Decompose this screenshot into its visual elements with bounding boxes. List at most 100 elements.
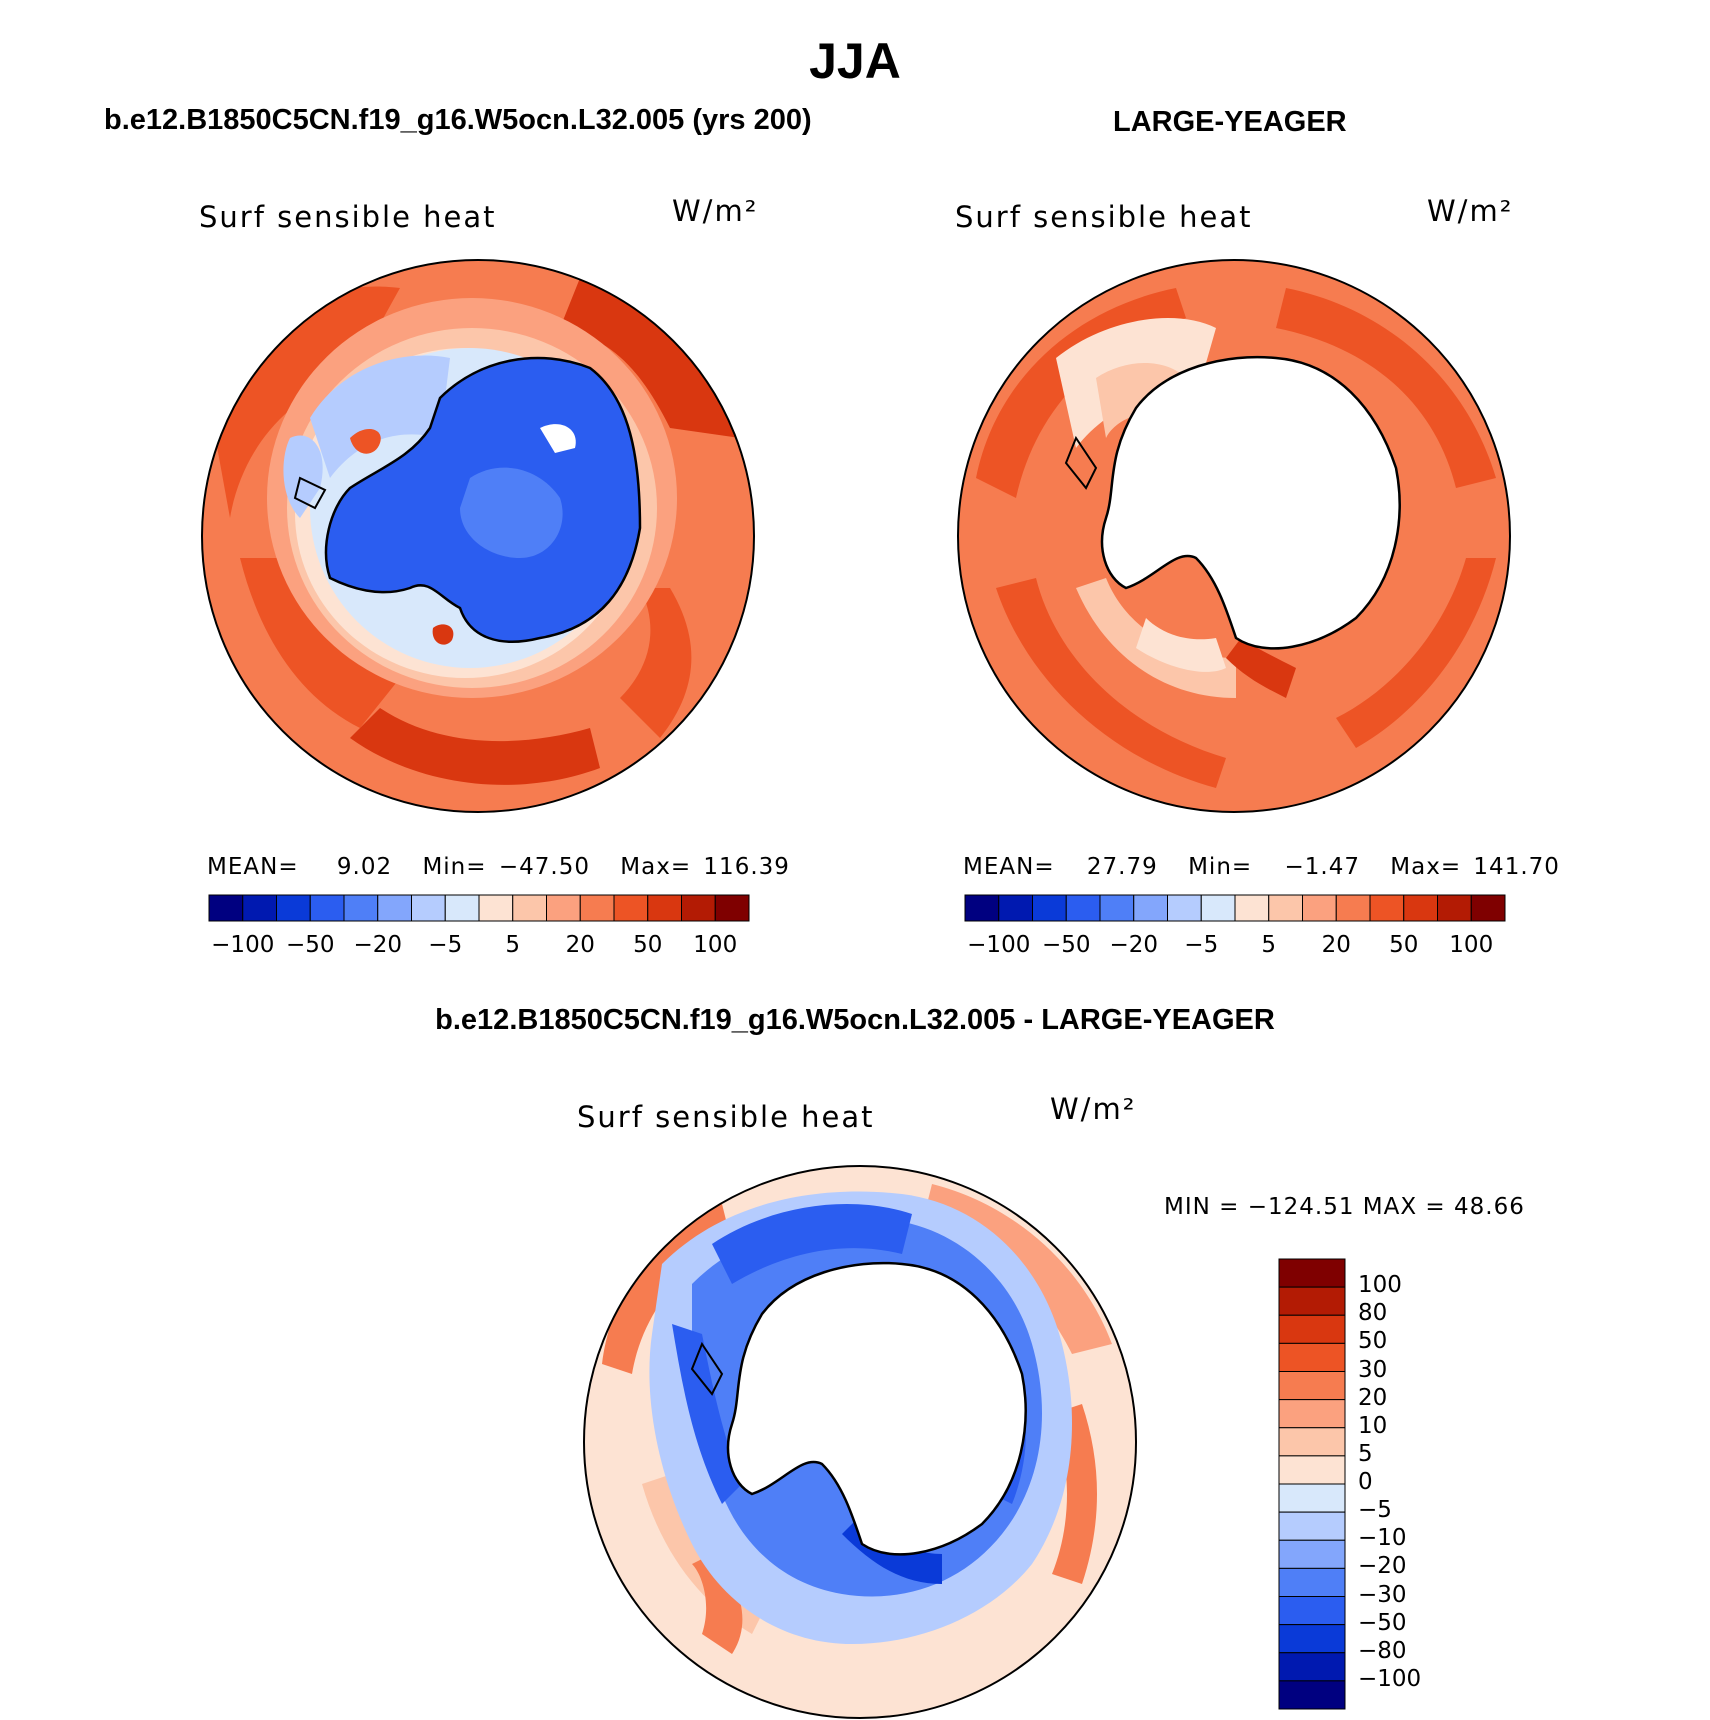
colorbar-tick-label: 0: [1358, 1469, 1373, 1495]
colorbar-swatch: [1167, 894, 1202, 922]
reference-panel-title: LARGE-YEAGER: [1113, 106, 1347, 138]
colorbar-swatch: [1278, 1539, 1346, 1569]
case-variable-label: Surf sensible heat: [199, 200, 497, 234]
colorbar-swatch: [411, 894, 446, 922]
colorbar-tick-label: 30: [1358, 1356, 1388, 1383]
colorbar-swatch: [1278, 1286, 1346, 1316]
colorbar-swatch: [1278, 1314, 1346, 1344]
reference-mean-value: 27.79: [1086, 854, 1158, 880]
colorbar-swatch: [343, 894, 379, 922]
colorbar-swatch: [964, 894, 1000, 922]
reference-stats: MEAN= 27.79 Min= −1.47 Max= 141.70: [963, 854, 1560, 880]
colorbar-swatch: [613, 894, 649, 922]
colorbar-swatch: [1278, 1342, 1346, 1372]
reference-min-label: Min=: [1188, 854, 1253, 880]
colorbar-tick-label: 20: [1358, 1384, 1388, 1411]
colorbar-tick-label: −30: [1358, 1581, 1407, 1608]
colorbar-swatch: [681, 894, 716, 922]
colorbar-swatch: [1234, 894, 1270, 922]
colorbar-swatch: [1278, 1652, 1346, 1682]
colorbar-swatch: [1470, 894, 1506, 922]
colorbar-swatch: [546, 894, 581, 922]
colorbar-swatch: [208, 894, 244, 922]
reference-max-label: Max=: [1390, 854, 1462, 880]
reference-colorbar: [964, 894, 1506, 922]
colorbar-swatch: [579, 894, 615, 922]
colorbar-tick-label: −20: [1109, 932, 1159, 958]
colorbar-swatch: [1278, 1567, 1346, 1597]
colorbar-tick-label: −100: [1358, 1665, 1422, 1692]
colorbar-swatch: [1302, 894, 1337, 922]
colorbar-swatch: [647, 894, 682, 922]
colorbar-swatch: [1335, 894, 1371, 922]
colorbar-swatch: [1278, 1483, 1346, 1513]
difference-panel-title: b.e12.B1850C5CN.f19_g16.W5ocn.L32.005 - …: [435, 1004, 1275, 1036]
reference-variable-label: Surf sensible heat: [955, 200, 1253, 234]
case-max-label: Max=: [620, 854, 692, 880]
difference-minmax: MIN = −124.51 MAX = 48.66: [1164, 1194, 1525, 1220]
colorbar-swatch: [1278, 1455, 1346, 1485]
colorbar-swatch: [1403, 894, 1438, 922]
difference-polar-map: [583, 1165, 1137, 1719]
colorbar-swatch: [1200, 894, 1236, 922]
reference-mean-label: MEAN=: [963, 854, 1055, 880]
colorbar-swatch: [1133, 894, 1168, 922]
colorbar-tick-label: 50: [1389, 932, 1419, 958]
colorbar-swatch: [714, 894, 750, 922]
colorbar-tick-label: −50: [1358, 1609, 1407, 1636]
colorbar-tick-label: −10: [1358, 1525, 1407, 1552]
colorbar-swatch: [1278, 1371, 1346, 1401]
case-min-value: −47.50: [498, 854, 590, 880]
colorbar-swatch: [242, 894, 277, 922]
colorbar-swatch: [309, 894, 345, 922]
colorbar-tick-label: 5: [1358, 1440, 1373, 1467]
colorbar-swatch: [276, 894, 311, 922]
colorbar-tick-label: 80: [1358, 1300, 1388, 1327]
case-units-label: W/m²: [672, 194, 759, 228]
colorbar-swatch: [1278, 1596, 1346, 1626]
colorbar-tick-label: −20: [1358, 1553, 1407, 1580]
difference-variable-label: Surf sensible heat: [577, 1100, 875, 1134]
colorbar-swatch: [1278, 1680, 1346, 1710]
colorbar-swatch: [1278, 1258, 1346, 1288]
colorbar-swatch: [444, 894, 480, 922]
colorbar-tick-label: 5: [1261, 932, 1277, 958]
case-colorbar: [208, 894, 750, 922]
colorbar-swatch: [377, 894, 412, 922]
colorbar-swatch: [512, 894, 547, 922]
colorbar-swatch: [1278, 1624, 1346, 1654]
colorbar-tick-label: −50: [285, 932, 335, 958]
case-stats: MEAN= 9.02 Min= −47.50 Max= 116.39: [207, 854, 790, 880]
colorbar-tick-label: −5: [1358, 1497, 1392, 1524]
case-mean-label: MEAN=: [207, 854, 299, 880]
reference-min-value: −1.47: [1284, 854, 1360, 880]
colorbar-tick-label: 20: [1321, 932, 1351, 958]
case-panel-title: b.e12.B1850C5CN.f19_g16.W5ocn.L32.005 (y…: [104, 104, 812, 136]
colorbar-tick-label: 100: [1449, 932, 1494, 958]
colorbar-swatch: [1437, 894, 1472, 922]
colorbar-tick-label: 50: [1358, 1328, 1388, 1355]
colorbar-tick-label: 100: [1358, 1272, 1402, 1299]
colorbar-tick-label: −5: [1184, 932, 1219, 958]
reference-max-value: 141.70: [1473, 854, 1560, 880]
case-min-label: Min=: [422, 854, 487, 880]
colorbar-tick-label: 10: [1358, 1412, 1388, 1439]
colorbar-swatch: [998, 894, 1033, 922]
colorbar-tick-label: −80: [1358, 1637, 1407, 1664]
colorbar-swatch: [1032, 894, 1067, 922]
reference-units-label: W/m²: [1427, 194, 1514, 228]
case-max-value: 116.39: [703, 854, 790, 880]
case-polar-map: [201, 259, 755, 813]
colorbar-swatch: [1278, 1427, 1346, 1457]
case-mean-value: 9.02: [336, 854, 393, 880]
colorbar-swatch: [478, 894, 514, 922]
colorbar-tick-label: −5: [428, 932, 463, 958]
figure-title: JJA: [809, 33, 901, 89]
difference-colorbar: [1278, 1258, 1346, 1710]
colorbar-swatch: [1099, 894, 1135, 922]
difference-units-label: W/m²: [1050, 1092, 1137, 1126]
reference-polar-map: [957, 259, 1511, 813]
colorbar-tick-label: −100: [211, 932, 275, 958]
colorbar-swatch: [1065, 894, 1101, 922]
colorbar-tick-label: 5: [505, 932, 521, 958]
